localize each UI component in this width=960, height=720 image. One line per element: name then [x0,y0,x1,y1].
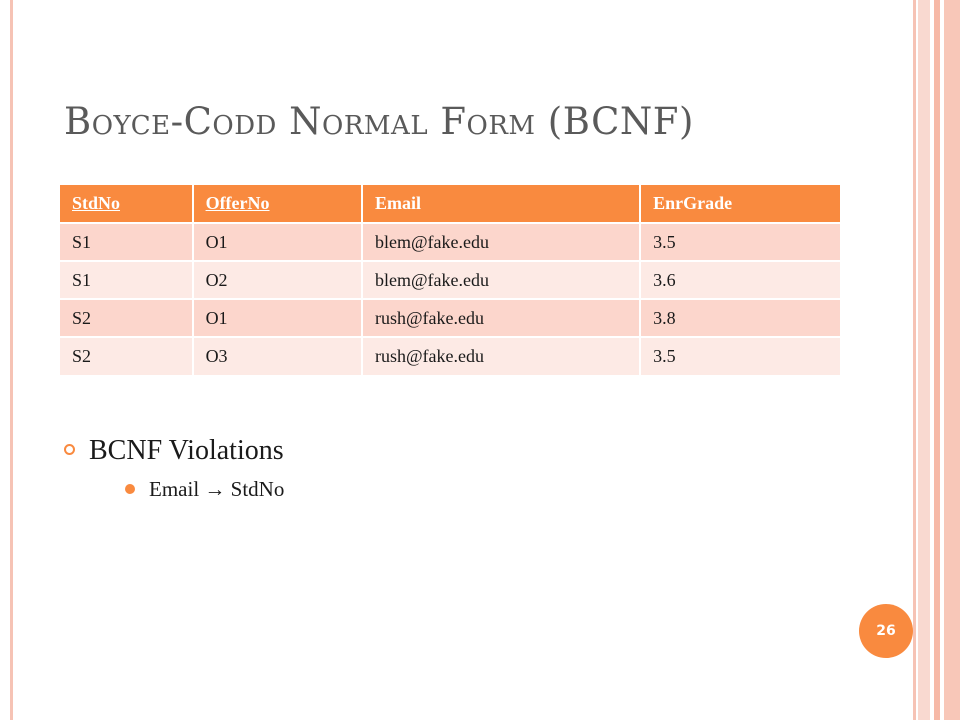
edge-stripe [940,0,944,720]
edge-stripe [930,0,934,720]
filled-circle-bullet-icon [125,484,135,494]
cell-offerno: O1 [191,222,362,261]
table-header-row: StdNo OfferNo Email EnrGrade [60,185,840,223]
header-email: Email [360,185,641,223]
cell-enrgrade: 3.6 [639,260,840,299]
edge-stripe [944,0,960,720]
table-row: S1 O2 blem@fake.edu 3.6 [60,260,840,299]
cell-email: blem@fake.edu [360,260,641,299]
enrollment-table: StdNo OfferNo Email EnrGrade S1 O1 blem@… [60,185,840,375]
edge-stripe [934,0,940,720]
sub-bullet-list: Email → StdNo [125,474,284,504]
edge-stripe [918,0,930,720]
cell-enrgrade: 3.5 [639,222,840,261]
cell-enrgrade: 3.5 [639,336,840,375]
cell-enrgrade: 3.8 [639,298,840,337]
cell-stdno: S1 [60,222,193,261]
cell-stdno: S2 [60,298,193,337]
cell-offerno: O2 [191,260,362,299]
slide-frame [10,0,916,720]
sub-bullet-text: Email → StdNo [149,477,285,501]
cell-offerno: O1 [191,298,362,337]
page-number: 26 [876,623,896,639]
sub-bullet-item: Email → StdNo [125,474,284,504]
cell-stdno: S2 [60,336,193,375]
bullet-text: BCNF Violations [89,435,284,466]
bullet-list: BCNF Violations Email → StdNo [64,432,284,504]
header-enrgrade: EnrGrade [639,185,840,223]
cell-email: blem@fake.edu [360,222,641,261]
table-row: S2 O1 rush@fake.edu 3.8 [60,298,840,337]
cell-email: rush@fake.edu [360,298,641,337]
cell-email: rush@fake.edu [360,336,641,375]
table-row: S2 O3 rush@fake.edu 3.5 [60,336,840,375]
page-number-badge: 26 [859,604,913,658]
table-row: S1 O1 blem@fake.edu 3.5 [60,222,840,261]
slide-title: Boyce-Codd Normal Form (BCNF) [64,100,694,143]
bullet-item: BCNF Violations Email → StdNo [64,432,284,504]
header-stdno: StdNo [60,185,193,223]
cell-stdno: S1 [60,260,193,299]
cell-offerno: O3 [191,336,362,375]
hollow-circle-bullet-icon [64,444,75,455]
header-offerno: OfferNo [191,185,362,223]
